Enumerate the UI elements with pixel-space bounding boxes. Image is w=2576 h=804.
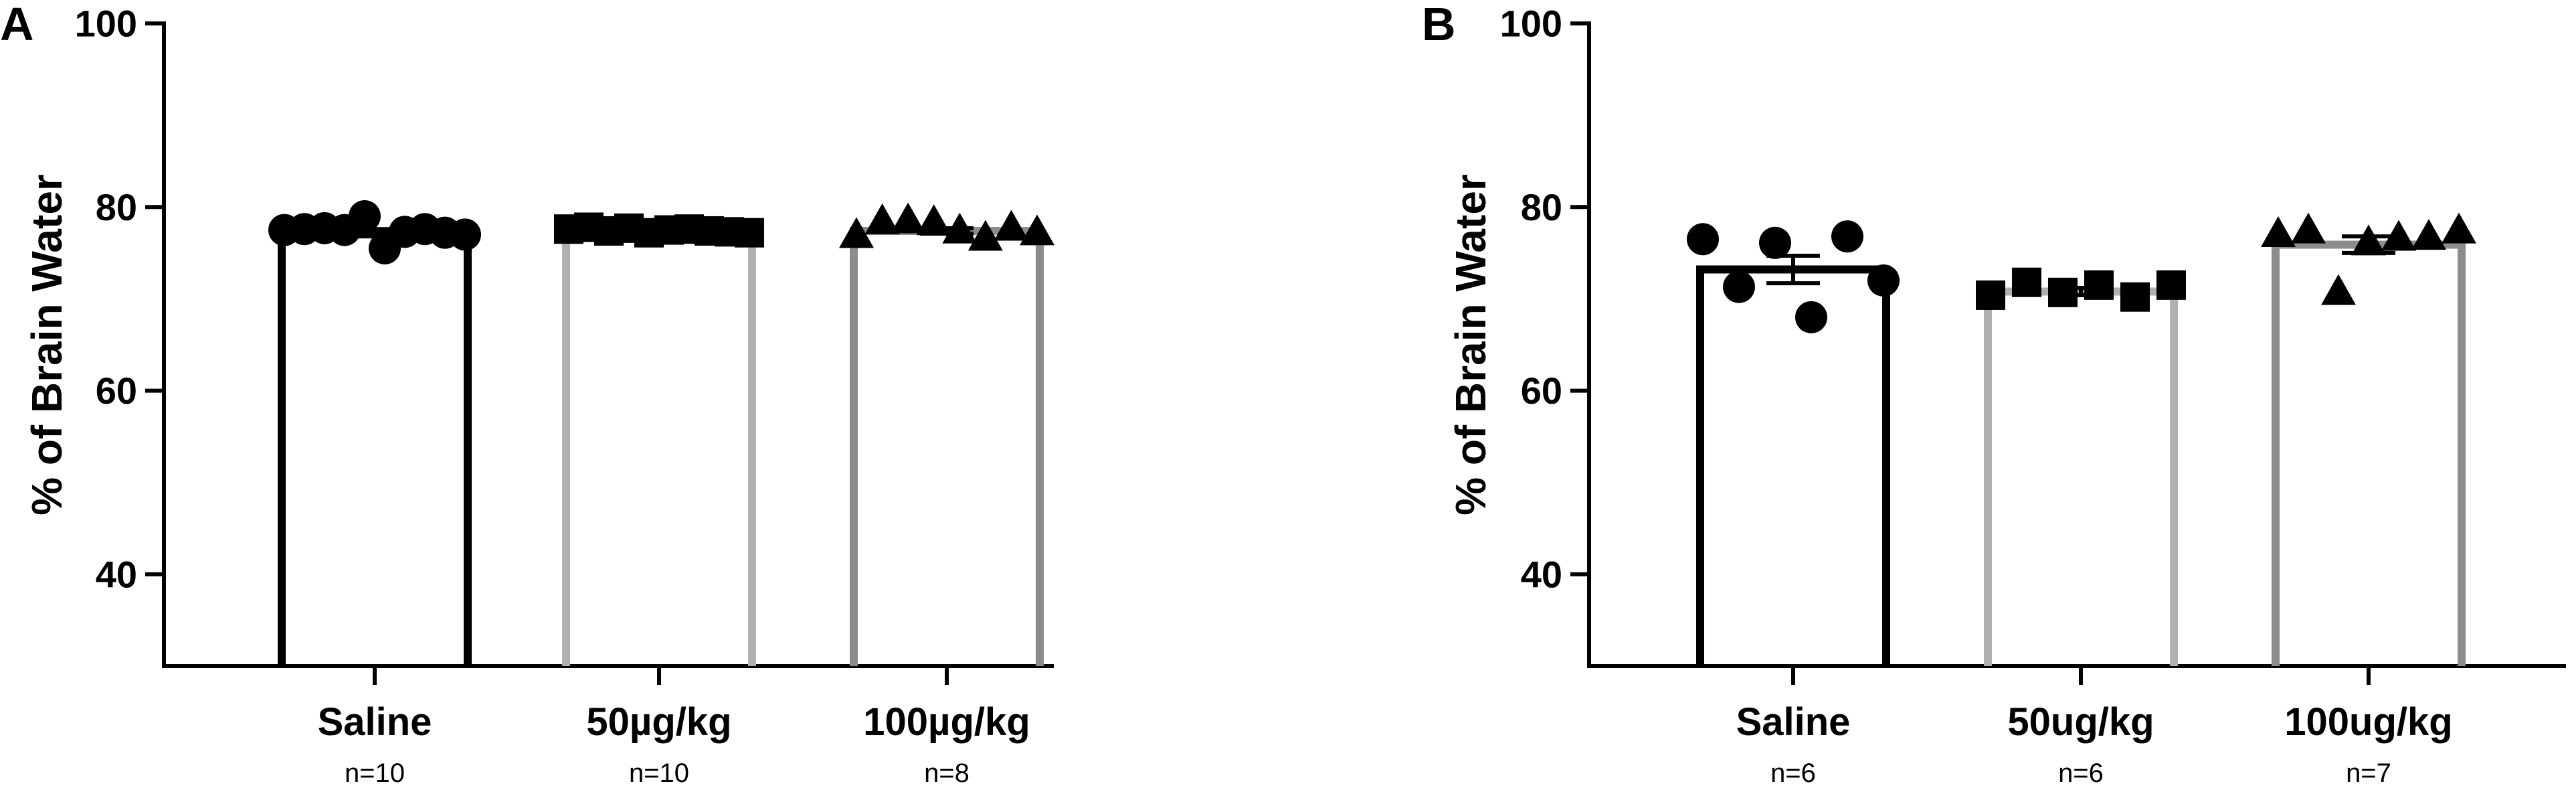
data-point (891, 202, 926, 234)
sample-size-label: n=6 (1770, 758, 1816, 788)
data-point (2261, 216, 2296, 248)
data-point (942, 212, 978, 244)
data-point (864, 203, 900, 234)
y-axis-label: % of Brain Water (23, 174, 71, 515)
y-tick-label: 80 (96, 186, 137, 228)
data-point (1795, 301, 1827, 333)
data-point (449, 218, 481, 251)
sample-size-label: n=10 (629, 758, 689, 788)
data-point (2084, 270, 2114, 300)
data-point (2442, 212, 2476, 244)
y-tick-label: 100 (1500, 3, 1562, 45)
data-point (839, 217, 874, 248)
y-tick-label: 80 (1521, 186, 1562, 228)
data-point (2321, 274, 2356, 305)
sample-size-label: n=7 (2346, 758, 2391, 788)
bar (2272, 240, 2466, 666)
y-tick-label: 60 (1521, 370, 1562, 412)
y-tick-label: 60 (96, 370, 137, 412)
data-point (1867, 264, 1900, 297)
sample-size-label: n=8 (924, 758, 970, 788)
data-point (735, 218, 764, 248)
panel-a: A % of Brain Water 40 60 80 100 Saline n=10 50µg… (0, 0, 1054, 788)
category-label: 50µg/kg (586, 700, 731, 744)
data-point (2156, 270, 2186, 300)
y-tick-label: 40 (1521, 553, 1562, 595)
bar (278, 228, 472, 666)
bar (562, 228, 756, 666)
sample-size-label: n=6 (2058, 758, 2104, 788)
category-label: Saline (318, 700, 432, 744)
y-tick-label: 100 (75, 3, 137, 45)
data-point (2291, 212, 2326, 244)
data-point (1020, 214, 1054, 246)
data-point (2012, 267, 2041, 297)
bar (1984, 287, 2178, 666)
panel-letter: A (0, 0, 34, 50)
data-point (1759, 226, 1791, 259)
data-point (2411, 219, 2446, 250)
y-axis-label: % of Brain Water (1447, 174, 1495, 515)
data-point (2048, 277, 2078, 307)
bar (850, 226, 1044, 666)
bar (1696, 265, 1890, 666)
data-point (2351, 224, 2386, 256)
category-label: 50ug/kg (2007, 700, 2154, 744)
data-point (1723, 270, 1755, 303)
data-point (994, 210, 1029, 241)
sample-size-label: n=10 (345, 758, 405, 788)
data-point (1687, 223, 1719, 256)
data-point (916, 204, 951, 236)
data-point (349, 200, 381, 232)
category-label: Saline (1736, 700, 1851, 744)
panel-b: B % of Brain Water 40 60 80 100 Saline n=6 50ug/… (1422, 0, 2566, 788)
data-point (2120, 282, 2150, 312)
data-point (968, 220, 1003, 251)
category-label: 100ug/kg (2284, 700, 2452, 744)
data-point (2381, 220, 2416, 251)
y-tick-label: 40 (96, 553, 137, 595)
data-point (1976, 280, 2005, 310)
category-label: 100µg/kg (863, 700, 1030, 744)
panel-letter: B (1422, 0, 1456, 50)
data-point (1831, 220, 1863, 253)
